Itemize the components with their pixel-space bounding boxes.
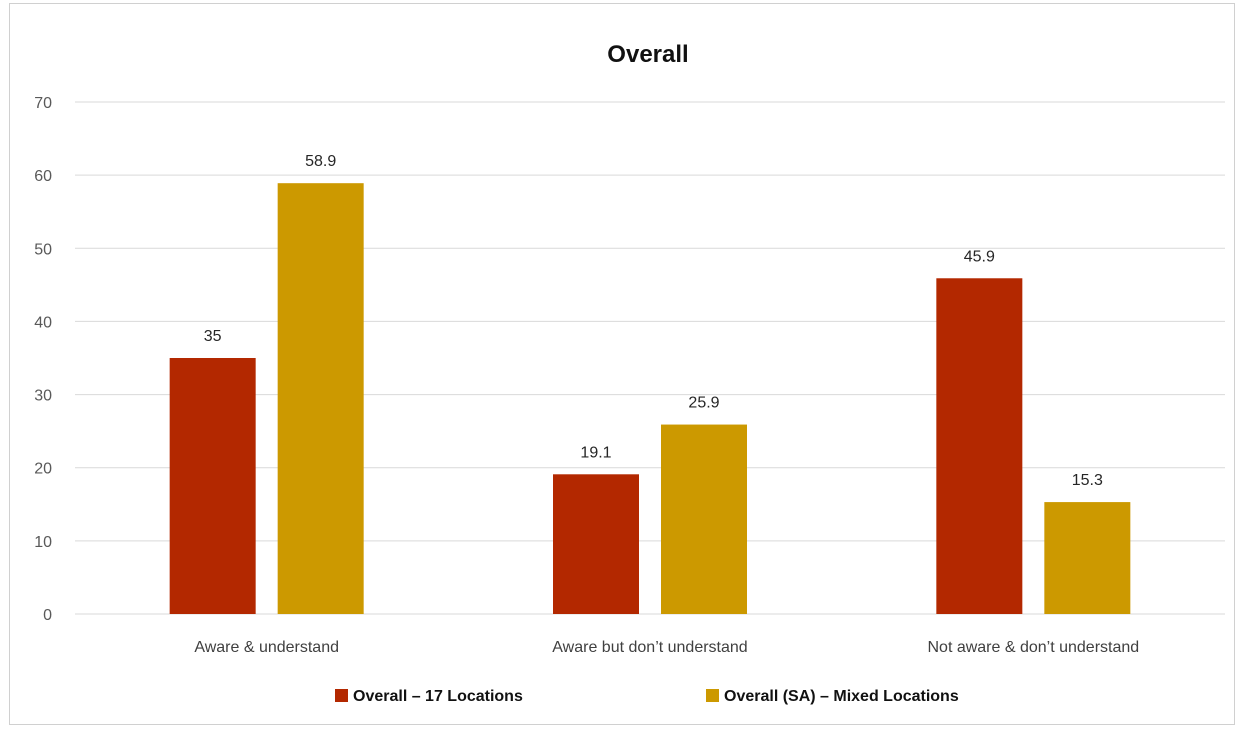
legend-label: Overall – 17 Locations [353, 688, 523, 705]
bar [553, 474, 639, 614]
gridlines [75, 101, 1225, 615]
y-tick-label: 50 [34, 241, 52, 258]
bar [1044, 502, 1131, 614]
data-label: 15.3 [1072, 472, 1103, 489]
legend-label: Overall (SA) – Mixed Locations [724, 688, 959, 705]
y-tick-label: 60 [34, 168, 52, 185]
legend: Overall – 17 Locations Overall (SA) – Mix… [335, 688, 959, 705]
bars [169, 183, 1131, 614]
x-category-label: Not aware & don’t understand [927, 639, 1139, 656]
x-axis: Aware & understand Aware but don’t unders… [194, 639, 1139, 656]
data-labels: 35 58.9 19.1 25.9 45.9 15.3 [204, 153, 1103, 489]
y-axis: 0 10 20 30 40 50 60 70 [34, 95, 52, 624]
bar [169, 358, 256, 614]
x-category-label: Aware but don’t understand [552, 639, 747, 656]
data-label: 58.9 [305, 153, 336, 170]
y-tick-label: 70 [34, 95, 52, 112]
data-label: 45.9 [964, 248, 995, 265]
x-category-label: Aware & understand [194, 639, 339, 656]
y-tick-label: 0 [43, 607, 52, 624]
legend-swatch [706, 689, 719, 702]
legend-swatch [335, 689, 348, 702]
bar [936, 278, 1023, 614]
y-tick-label: 30 [34, 388, 52, 405]
y-tick-label: 10 [34, 534, 52, 551]
bar [277, 183, 364, 614]
data-label: 25.9 [688, 395, 719, 412]
y-tick-label: 20 [34, 461, 52, 478]
data-label: 35 [204, 328, 222, 345]
bar [661, 424, 747, 614]
chart-title: Overall [607, 41, 688, 68]
data-label: 19.1 [580, 444, 611, 461]
y-tick-label: 40 [34, 314, 52, 331]
